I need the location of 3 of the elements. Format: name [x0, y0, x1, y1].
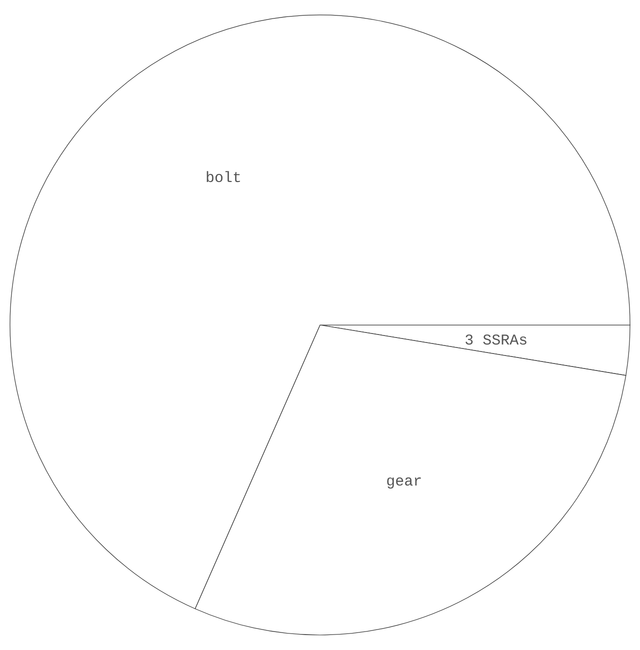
- slice-label: gear: [386, 473, 422, 490]
- slice-label: 3 SSRAs: [464, 332, 528, 350]
- slice-label: bolt: [205, 170, 242, 188]
